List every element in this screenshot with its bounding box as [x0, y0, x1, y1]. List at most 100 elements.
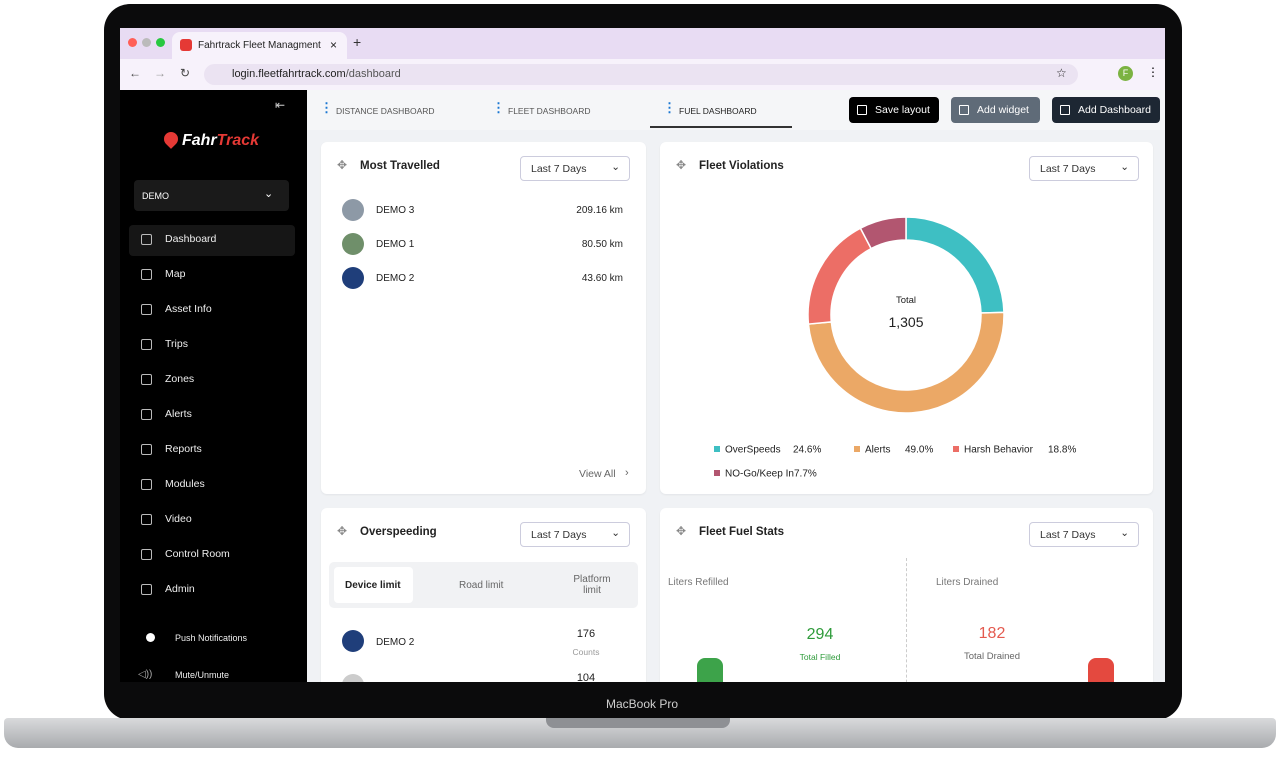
menu-item[interactable]: Alerts	[165, 408, 192, 420]
reload[interactable]: ↻	[180, 66, 191, 80]
card-title: Fleet Violations	[699, 160, 784, 172]
brand-pin	[161, 129, 181, 149]
close-dot[interactable]	[128, 38, 137, 47]
menu-icon	[141, 444, 152, 455]
legend-swatch	[953, 446, 959, 452]
vehicle-distance: 80.50 km	[581, 239, 623, 250]
period-select[interactable]: Last 7 Days ⌄	[520, 156, 630, 181]
donut-segment	[905, 216, 1005, 314]
menu-icon	[141, 339, 152, 350]
legend-swatch	[854, 446, 860, 452]
legend-label: NO-Go/Keep In	[725, 469, 794, 480]
max-dot[interactable]	[156, 38, 165, 47]
active-menu-bg	[129, 225, 295, 256]
limit-tab[interactable]: Platform limit	[573, 574, 611, 596]
period-select[interactable]: Last 7 Days ⌄	[1029, 156, 1139, 181]
button-label: Add Dashboard	[1078, 104, 1151, 116]
action-button[interactable]: Add Dashboard	[1052, 97, 1160, 123]
menu-icon	[141, 549, 152, 560]
period-select[interactable]: Last 7 Days ⌄	[520, 522, 630, 547]
menu-item[interactable]: Asset Info	[165, 303, 212, 315]
dashboard-tab[interactable]: FUEL DASHBOARD	[679, 106, 757, 116]
drag-handle[interactable]: ✥	[676, 524, 687, 538]
min-dot[interactable]	[142, 38, 151, 47]
browser-tab[interactable]: Fahrtrack Fleet Managment ×	[172, 32, 347, 59]
drag-handle[interactable]: ✥	[676, 158, 687, 172]
menu-item[interactable]: Reports	[165, 443, 202, 455]
center-label: Total	[896, 295, 916, 306]
donut-segment	[807, 227, 873, 325]
favicon	[180, 39, 192, 51]
menu-item[interactable]: Admin	[165, 583, 195, 595]
overspeed-count: 176	[576, 628, 596, 640]
tab-dots: ⋮	[320, 100, 333, 115]
legend-value: 49.0%	[905, 445, 933, 456]
limit-tabs: Device limit Road limit Platform limit	[329, 562, 638, 608]
vehicle-distance: 209.16 km	[576, 205, 623, 216]
most-travelled-card: ✥ Most Travelled Last 7 Days ⌄ View All ›…	[321, 142, 646, 494]
active-limit-tab	[334, 567, 413, 603]
period: Last 7 Days	[1040, 163, 1096, 175]
dashboard-tab[interactable]: FLEET DASHBOARD	[508, 106, 591, 116]
new-tab[interactable]: +	[353, 34, 362, 50]
push-notifications[interactable]: Push Notifications	[175, 633, 248, 643]
collapse-button[interactable]: ⇤	[275, 98, 286, 112]
bookmark-star[interactable]: ☆	[1056, 66, 1067, 80]
donut-segment	[807, 311, 1005, 414]
menu-icon	[141, 584, 152, 595]
fuel-label: Liters Refilled	[668, 577, 729, 588]
account-name: DEMO	[142, 191, 169, 201]
menu-icon	[141, 409, 152, 420]
drag-handle[interactable]: ✥	[337, 158, 348, 172]
menu-item[interactable]: Dashboard	[165, 233, 217, 245]
vehicle-name: DEMO 2	[376, 273, 415, 284]
menu-item[interactable]: Modules	[165, 478, 205, 490]
menu-icon	[141, 514, 152, 525]
profile-avatar[interactable]: F	[1118, 66, 1133, 81]
browser-tabbar: Fahrtrack Fleet Managment × +	[120, 28, 1165, 59]
vehicle-name: DEMO 1	[376, 239, 415, 250]
period: Last 7 Days	[1040, 529, 1096, 541]
tab-title: Fahrtrack Fleet Managment	[198, 40, 321, 51]
vehicle-avatar	[342, 267, 364, 289]
tab-close[interactable]: ×	[330, 38, 338, 52]
limit-tab[interactable]: Road limit	[459, 580, 504, 591]
tab-dots: ⋮	[492, 100, 505, 115]
address-bar: ← → ↻ login.fleetfahrtrack.com/dashboard…	[120, 59, 1165, 90]
account-select[interactable]: DEMO ⌄	[134, 180, 289, 211]
fuel-can-icon	[697, 658, 723, 682]
device-label: MacBook Pro	[605, 697, 679, 711]
nav-forward[interactable]: →	[154, 66, 166, 80]
mute[interactable]: Mute/Unmute	[175, 670, 230, 680]
menu-item[interactable]: Control Room	[165, 548, 230, 560]
vehicle-avatar	[342, 199, 364, 221]
legend-swatch	[714, 470, 720, 476]
period-select[interactable]: Last 7 Days ⌄	[1029, 522, 1139, 547]
menu-item[interactable]: Video	[165, 513, 192, 525]
donut-chart: Total 1,305 OverSpeeds 24.6% Alerts 49.0% Ha…	[714, 216, 1076, 480]
limit-tab[interactable]: Device limit	[345, 580, 401, 591]
menu-item[interactable]: Trips	[165, 338, 188, 350]
dashboard-tab[interactable]: DISTANCE DASHBOARD	[336, 106, 435, 116]
fuel-caption: Total Filled	[799, 652, 841, 662]
action-button[interactable]: Save layout	[849, 97, 939, 123]
drag-handle[interactable]: ✥	[337, 524, 348, 538]
menu-item[interactable]: Map	[165, 268, 186, 280]
active-tab-underline	[650, 126, 792, 128]
nav-back[interactable]: ←	[129, 66, 141, 80]
fuel-value: 182	[978, 625, 1006, 642]
url-field[interactable]: login.fleetfahrtrack.com/dashboard ☆	[204, 64, 1078, 85]
browser-menu[interactable]: ⋮	[1147, 65, 1159, 79]
menu-item[interactable]: Zones	[165, 373, 195, 385]
push-toggle[interactable]	[146, 633, 155, 642]
menu-icon	[141, 374, 152, 385]
overspeed-count: 104	[576, 672, 596, 682]
action-button[interactable]: Add widget	[951, 97, 1040, 123]
period: Last 7 Days	[531, 163, 587, 175]
view-all[interactable]: View All	[579, 468, 616, 480]
overspeeding-card: ✥ Overspeeding Last 7 Days ⌄ Device limit…	[321, 508, 646, 682]
vehicle-avatar	[342, 630, 364, 652]
menu-icon	[141, 304, 152, 315]
brand: FahrTrack	[182, 132, 259, 150]
